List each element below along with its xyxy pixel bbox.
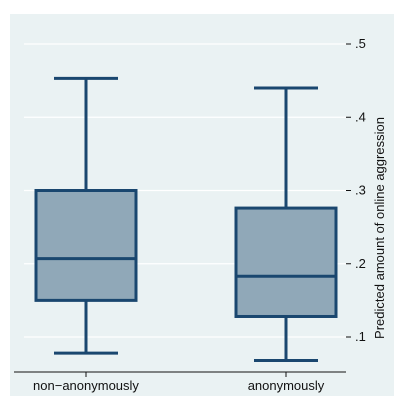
iqr-box (234, 206, 338, 318)
x-axis-category-labels: non−anonymously anonymously (33, 372, 325, 393)
box-group (34, 76, 138, 355)
y-tick-label: .4 (355, 109, 366, 124)
y-tick-label: .1 (355, 329, 366, 344)
box-plots (34, 76, 338, 362)
y-tick-label: .2 (355, 256, 366, 271)
y-tick-label: .3 (355, 183, 366, 198)
x-category-label: non−anonymously (33, 378, 139, 393)
y-axis-ticks: .1 .2 .3 .4 .5 (346, 36, 366, 344)
y-axis-title: Predicted amount of online aggression (372, 117, 387, 339)
x-category-label: anonymously (248, 378, 325, 393)
box-group (234, 86, 338, 362)
y-tick-label: .5 (355, 36, 366, 51)
iqr-box (34, 189, 138, 302)
